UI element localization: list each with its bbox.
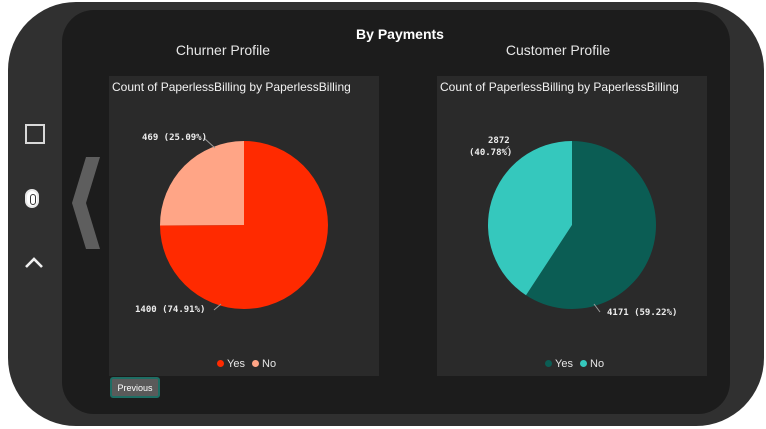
legend-dot-yes [217,359,224,367]
churner-pie-chart: 1400 (74.91%) 469 (25.09%) [135,133,328,315]
chart-title: Count of PaperlessBilling by PaperlessBi… [440,80,679,94]
legend-label-no: No [590,358,605,370]
churner-profile-title: Churner Profile [175,42,271,58]
leader-line [203,137,216,149]
legend-label-yes: Yes [227,358,245,370]
chart-title: Count of PaperlessBilling by PaperlessBi… [112,80,351,94]
pie-slice-no[interactable] [488,141,572,296]
legend-label-yes: Yes [555,358,573,370]
legend-item-yes: Yes [217,358,245,370]
customer-profile-title: Customer Profile [505,42,611,58]
churner-chart-panel: Count of PaperlessBilling by PaperlessBi… [109,76,379,376]
chevron-left-icon[interactable] [70,155,102,251]
leader-line [593,303,601,313]
home-icon[interactable] [25,189,39,208]
customer-pie-chart: 4171 (59.22%) 2872 (40.78%) [469,136,677,318]
leader-line [502,145,510,153]
legend-dot-yes [545,359,552,367]
legend-label-no: No [262,358,277,370]
pie-slice-yes[interactable] [526,141,657,309]
page-title: By Payments [356,26,444,42]
data-label: 2872 [488,136,510,146]
data-label: 1400 (74.91%) [135,305,205,315]
legend-item-no: No [252,358,276,370]
pie-slice-yes[interactable] [160,141,328,309]
data-label: 4171 (59.22%) [607,308,677,318]
customer-chart-panel: Count of PaperlessBilling by PaperlessBi… [437,76,707,376]
legend-item-no: No [580,358,604,370]
pie-slice-no[interactable] [160,141,244,226]
square-icon[interactable] [25,124,45,144]
chevron-up-icon[interactable] [23,255,45,269]
legend-item-yes: Yes [545,358,573,370]
data-label: (40.78%) [469,148,512,158]
legend-dot-no [580,359,588,367]
previous-button[interactable]: Previous [110,377,160,398]
chart-legend: Yes No [545,358,608,370]
data-label: 469 (25.09%) [142,133,207,143]
leader-line [213,303,222,311]
chart-legend: Yes No [217,358,280,370]
legend-dot-no [252,359,260,367]
